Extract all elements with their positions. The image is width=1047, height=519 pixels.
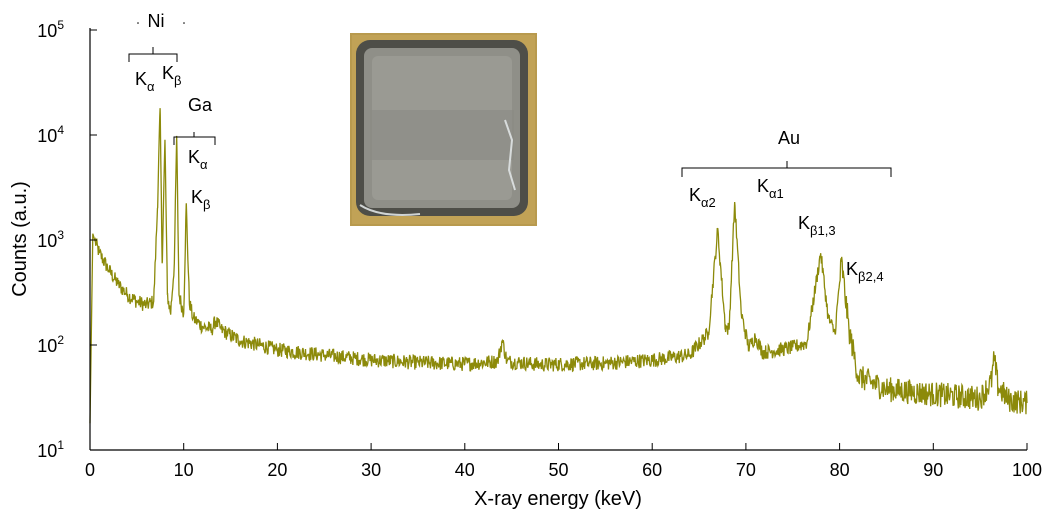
y-axis-ticks: 101 102 103 104 105 [37, 18, 97, 461]
y-tick-label: 104 [37, 123, 64, 146]
ga-k-alpha-label: Kα [188, 147, 208, 172]
spectrum-line [89, 108, 1028, 424]
ni-k-alpha-label: Kα [135, 69, 155, 94]
x-tick-label: 60 [642, 460, 662, 480]
ni-label: Ni [148, 11, 165, 31]
au-k-alpha2-label: Kα2 [689, 185, 716, 210]
x-axis-title: X-ray energy (keV) [474, 488, 642, 510]
x-tick-label: 80 [830, 460, 850, 480]
y-tick-label: 105 [37, 18, 64, 41]
au-annotation: Au Kα2 Kα1 Kβ1,3 Kβ2,4 [681, 128, 892, 284]
y-tick-label: 102 [37, 333, 64, 356]
x-tick-label: 10 [174, 460, 194, 480]
ga-label: Ga [188, 95, 213, 115]
x-tick-label: 70 [736, 460, 756, 480]
au-k-alpha1-label: Kα1 [757, 176, 784, 201]
au-k-beta13-label: Kβ1,3 [798, 213, 836, 238]
au-k-beta24-label: Kβ2,4 [846, 259, 884, 284]
ga-k-beta-label: Kβ [191, 187, 211, 212]
x-tick-label: 20 [267, 460, 287, 480]
sample-photo-inset [350, 33, 537, 226]
x-tick-label: 90 [923, 460, 943, 480]
x-tick-label: 50 [548, 460, 568, 480]
x-tick-label: 0 [85, 460, 95, 480]
au-label: Au [778, 128, 800, 148]
ni-k-beta-label: Kβ [162, 63, 182, 88]
x-axis-ticks: 0 10 20 30 40 50 60 70 80 90 100 [85, 443, 1042, 480]
ga-annotation: Ga Kα Kβ [173, 95, 216, 212]
x-tick-label: 30 [361, 460, 381, 480]
x-tick-label: 40 [455, 460, 475, 480]
x-tick-label: 100 [1012, 460, 1042, 480]
y-tick-label: 103 [37, 228, 64, 251]
y-axis-title: Counts (a.u.) [9, 181, 31, 297]
y-tick-label: 101 [37, 438, 64, 461]
ni-annotation: Ni Kα Kβ [128, 11, 185, 94]
